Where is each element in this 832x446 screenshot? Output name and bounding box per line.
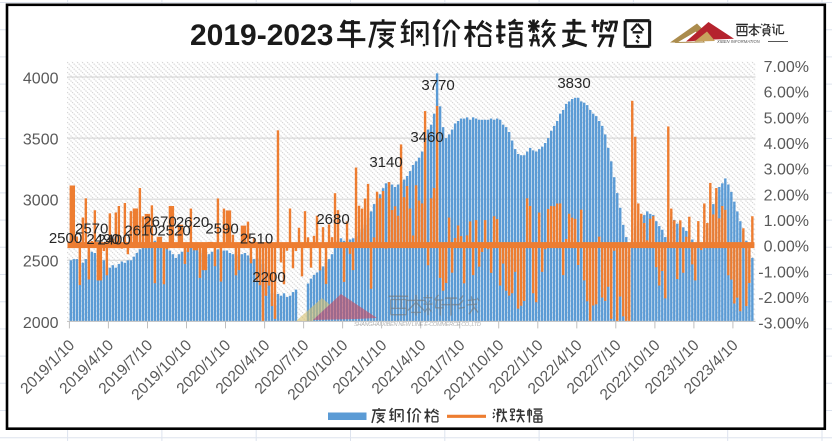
svg-text:0.00%: 0.00% xyxy=(764,239,809,256)
svg-text:7.00%: 7.00% xyxy=(764,59,809,76)
svg-text:4000: 4000 xyxy=(23,70,59,87)
svg-text:6.00%: 6.00% xyxy=(764,85,809,102)
svg-text:2680: 2680 xyxy=(316,211,349,228)
svg-text:3770: 3770 xyxy=(421,77,454,94)
svg-text:3140: 3140 xyxy=(369,154,402,171)
svg-text:2590: 2590 xyxy=(205,221,238,238)
svg-text:2620: 2620 xyxy=(176,214,209,231)
svg-text:XIBEN INFORMATION: XIBEN INFORMATION xyxy=(716,39,761,44)
svg-text:SHANGHAI XIBEN NEW LINE E-COMM: SHANGHAI XIBEN NEW LINE E-COMMERCE CO.,L… xyxy=(354,322,481,328)
svg-text:2019-2023: 2019-2023 xyxy=(190,19,333,52)
svg-text:3500: 3500 xyxy=(23,132,59,149)
svg-text:2510: 2510 xyxy=(240,231,273,248)
svg-text:4.00%: 4.00% xyxy=(764,136,809,153)
svg-text:-1.00%: -1.00% xyxy=(758,264,809,281)
svg-text:3.00%: 3.00% xyxy=(764,162,809,179)
svg-text:1.00%: 1.00% xyxy=(764,213,809,230)
svg-text:2200: 2200 xyxy=(252,269,285,286)
svg-text:3460: 3460 xyxy=(410,129,443,146)
svg-text:-3.00%: -3.00% xyxy=(758,316,809,333)
svg-text:5.00%: 5.00% xyxy=(764,110,809,127)
svg-text:2000: 2000 xyxy=(23,315,59,332)
svg-text:3000: 3000 xyxy=(23,193,59,210)
svg-text:2500: 2500 xyxy=(23,254,59,271)
svg-text:-2.00%: -2.00% xyxy=(758,290,809,307)
svg-text:2.00%: 2.00% xyxy=(764,187,809,204)
svg-text:3830: 3830 xyxy=(557,75,590,92)
